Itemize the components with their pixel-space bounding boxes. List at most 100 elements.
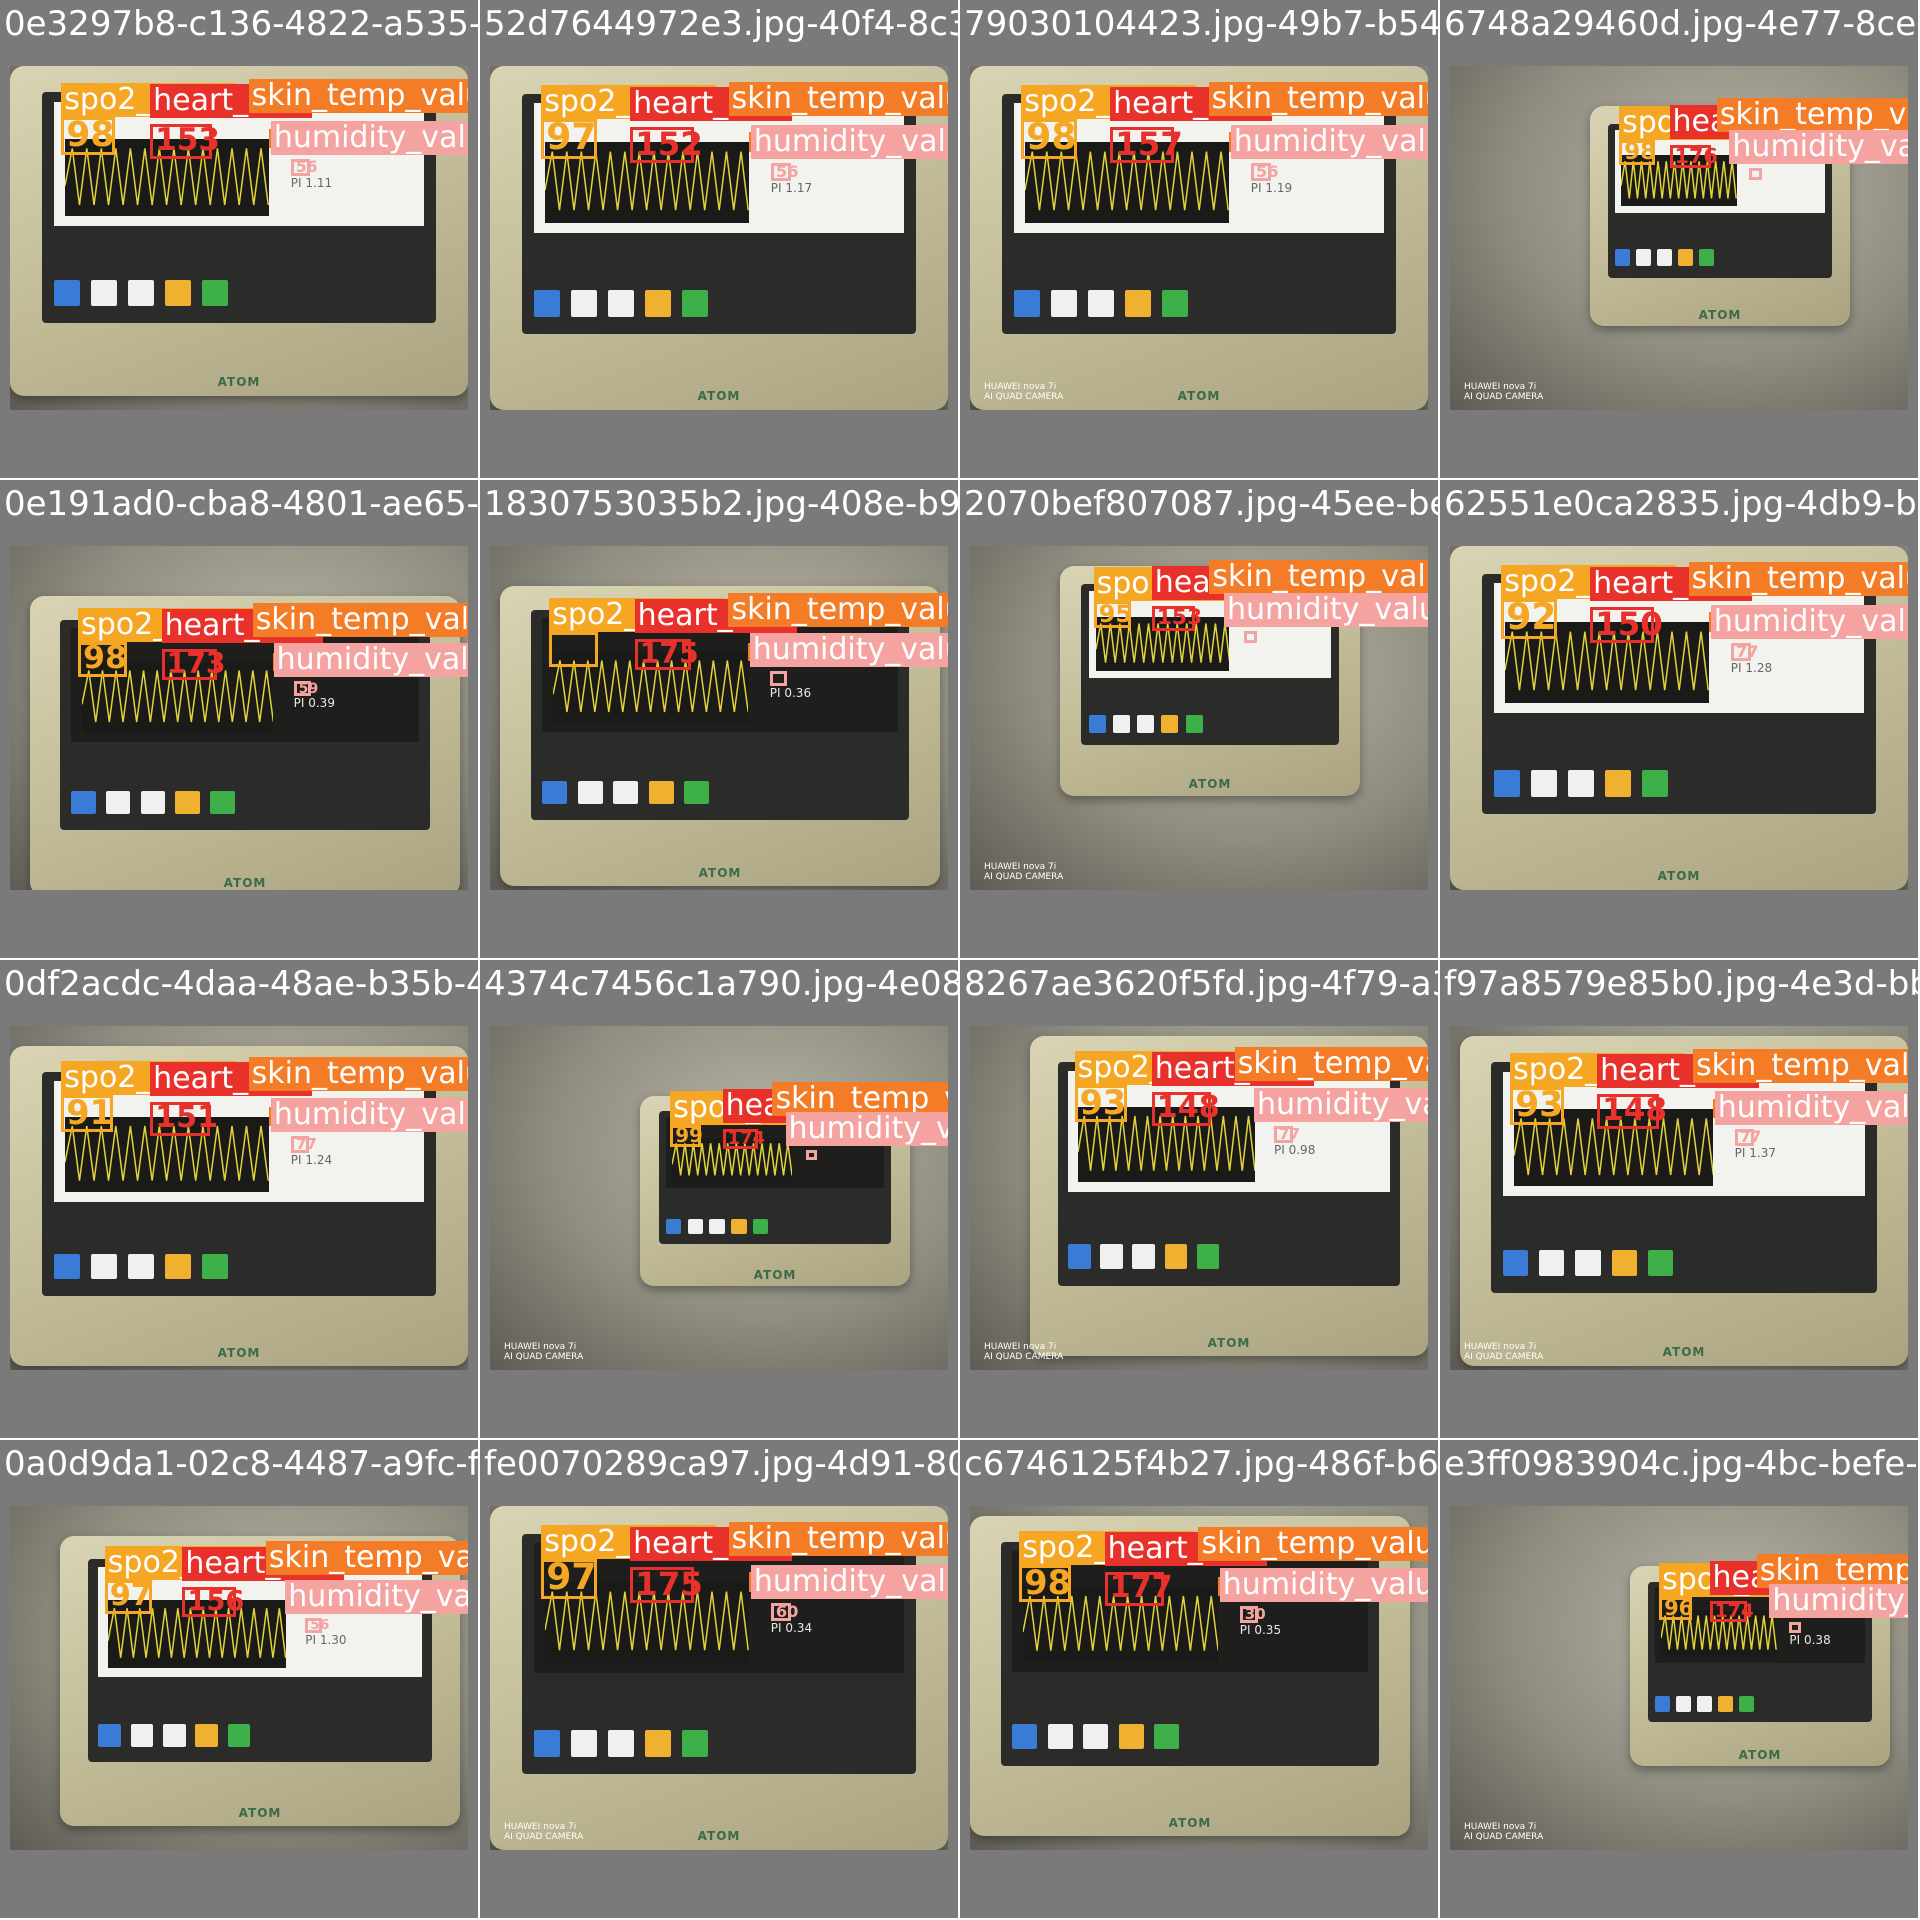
home-icon [1493,769,1520,797]
monitor-bezel: PI 0.34 ATOM [490,1506,948,1850]
spo2-box: 93 [1074,1085,1127,1123]
brand-logo: ATOM [1168,1815,1212,1830]
image-filename: 52d7644972e3.jpg-40f4-8c3b-b2903b0d4423.… [484,4,958,44]
image-filename: 0e3297b8-c136-4822-a535-52d7644972e3.jpg [4,4,478,44]
skin-temp-label: skin_temp_value [248,79,468,114]
trend-icon [687,1219,703,1235]
trend-icon [570,289,597,317]
heart-icon [175,790,200,815]
monitor-icon-bar [1012,1721,1368,1752]
spo2-box: 97 [541,118,598,159]
record-icon [709,1219,725,1235]
vitals-panel: PI 1.17 [533,103,905,234]
monitor-bezel: ATOM [1060,566,1360,796]
image-tile: 79030104423.jpg-49b7-b54a-a6748a29460d.j… [960,0,1438,478]
network-icon [681,1729,708,1757]
image-tile: 0e191ad0-cba8-4801-ae65-1830753035b2.jpg… [0,480,478,958]
brand-logo: ATOM [223,876,267,890]
image-tile: 2070bef807087.jpg-45ee-be9d-62551e0ca283… [960,480,1438,958]
heart-rate-box: 148 [1597,1094,1667,1129]
heart-rate-box: 153 [150,124,220,159]
skin-temp-label: skin_temp_value [728,1521,948,1556]
perfusion-index: PI 0.35 [1239,1623,1282,1638]
skin-temp-label: skin_temp_value [252,603,468,638]
heart-rate-reading: 148 [1602,1092,1668,1129]
monitor-photo: PI 1.28 ATOM 92 spo2_value 150 heart_rate skin… [1450,546,1908,890]
skin-temp-label: skin_temp_value [265,1541,468,1576]
trend-icon [1112,715,1130,734]
humidity-reading: 59 [298,680,319,697]
home-icon [53,280,80,307]
monitor-bezel: PI 1.19 ATOM [970,66,1428,410]
monitor-photo: PI 1.19 ATOM HUAWEI nova 7i AI QUAD CAMERA… [970,66,1428,410]
humidity-reading: 77 [1739,1128,1762,1147]
humidity-label: humidity_value [1729,130,1908,164]
image-filename: 0e191ad0-cba8-4801-ae65-1830753035b2.jpg [4,484,478,524]
heart-icon [1124,289,1151,317]
spo2-box: 97 [541,1556,598,1599]
heart-rate-box: 148 [1151,1092,1220,1126]
image-tile: 62551e0ca2835.jpg-4db9-b4b0-c PI 1.28 ATOM… [1440,480,1918,958]
humidity-label: humidity_value [285,1579,468,1614]
skin-temp-label: skin_temp_value [1756,1554,1908,1589]
heart-icon [164,280,191,307]
spo2-reading: 98 [83,640,127,676]
skin-temp-label: skin_temp_value [1692,1049,1908,1084]
trend-icon [1539,1250,1565,1277]
monitor-icon-bar [1654,1694,1865,1714]
humidity-box: 77 [1730,642,1758,661]
humidity-label: humidity_value [1219,1568,1428,1603]
spo2-box: 99 [670,1124,703,1148]
spo2-reading: 91 [66,1093,113,1133]
spo2-reading: 98 [1024,1563,1071,1603]
humidity-box [1789,1622,1802,1633]
humidity-box: 56 [305,1617,329,1633]
heart-rate-reading: 151 [155,1100,219,1136]
vitals-panel: PI 0.36 [542,618,898,732]
perfusion-index: PI 0.36 [769,686,812,701]
monitor-icon-bar [1614,247,1825,269]
heart-rate-reading: 175 [639,636,699,670]
heart-rate-reading: 173 [166,646,226,680]
humidity-box [769,670,788,687]
home-icon [98,1724,121,1748]
heart-rate-reading: 176 [1674,143,1718,168]
spo2-reading: 92 [1506,596,1557,638]
network-icon [201,1253,228,1280]
camera-watermark: HUAWEI nova 7i AI QUAD CAMERA [984,1342,1064,1362]
spo2-reading: 96 [1664,1595,1694,1620]
heart-icon [195,1724,218,1748]
monitor-icon-bar [665,1218,884,1237]
image-tile: 4374c7456c1a790.jpg-4e08-aeaa-8267ae3620… [480,960,958,1438]
skin-temp-label: skin_temp_value [1234,1047,1428,1082]
home-icon [533,1729,560,1757]
humidity-box: 60 [770,1602,798,1621]
humidity-label: humidity_value [750,1564,948,1599]
heart-rate-reading: 174 [727,1128,765,1150]
trend-icon [1635,248,1651,267]
humidity-label: humidity_value [1230,124,1428,159]
perfusion-index: PI 0.38 [1789,1632,1831,1647]
monitor-photo: PI 1.24 ATOM 91 spo2_value 151 heart_rate skin… [10,1026,468,1370]
spo2-box: 97 [104,1580,152,1615]
heart-icon [164,1253,191,1280]
network-icon [1161,289,1188,317]
spo2-reading: 99 [675,1124,703,1148]
spo2-box: 98 [61,114,116,155]
vitals-panel [665,1116,885,1189]
skin-temp-label: skin_temp_value [1209,559,1428,594]
monitor-icon-bar [98,1722,421,1750]
network-icon [684,780,710,805]
network-icon [1738,1695,1754,1712]
trend-icon [90,1253,117,1280]
monitor-icon-bar [1493,766,1864,800]
record-icon [127,280,154,307]
monitor-photo: PI 0.34 ATOM HUAWEI nova 7i AI QUAD CAMERA… [490,1506,948,1850]
trend-icon [1530,769,1557,797]
camera-watermark: HUAWEI nova 7i AI QUAD CAMERA [984,862,1064,882]
spo2-reading: 98 [66,114,115,155]
image-tile: 6748a29460d.jpg-4e77-8cec-c ATOM HUAWEI no… [1440,0,1918,478]
spo2-reading: 97 [546,1556,597,1598]
heart-icon [1164,1243,1188,1270]
